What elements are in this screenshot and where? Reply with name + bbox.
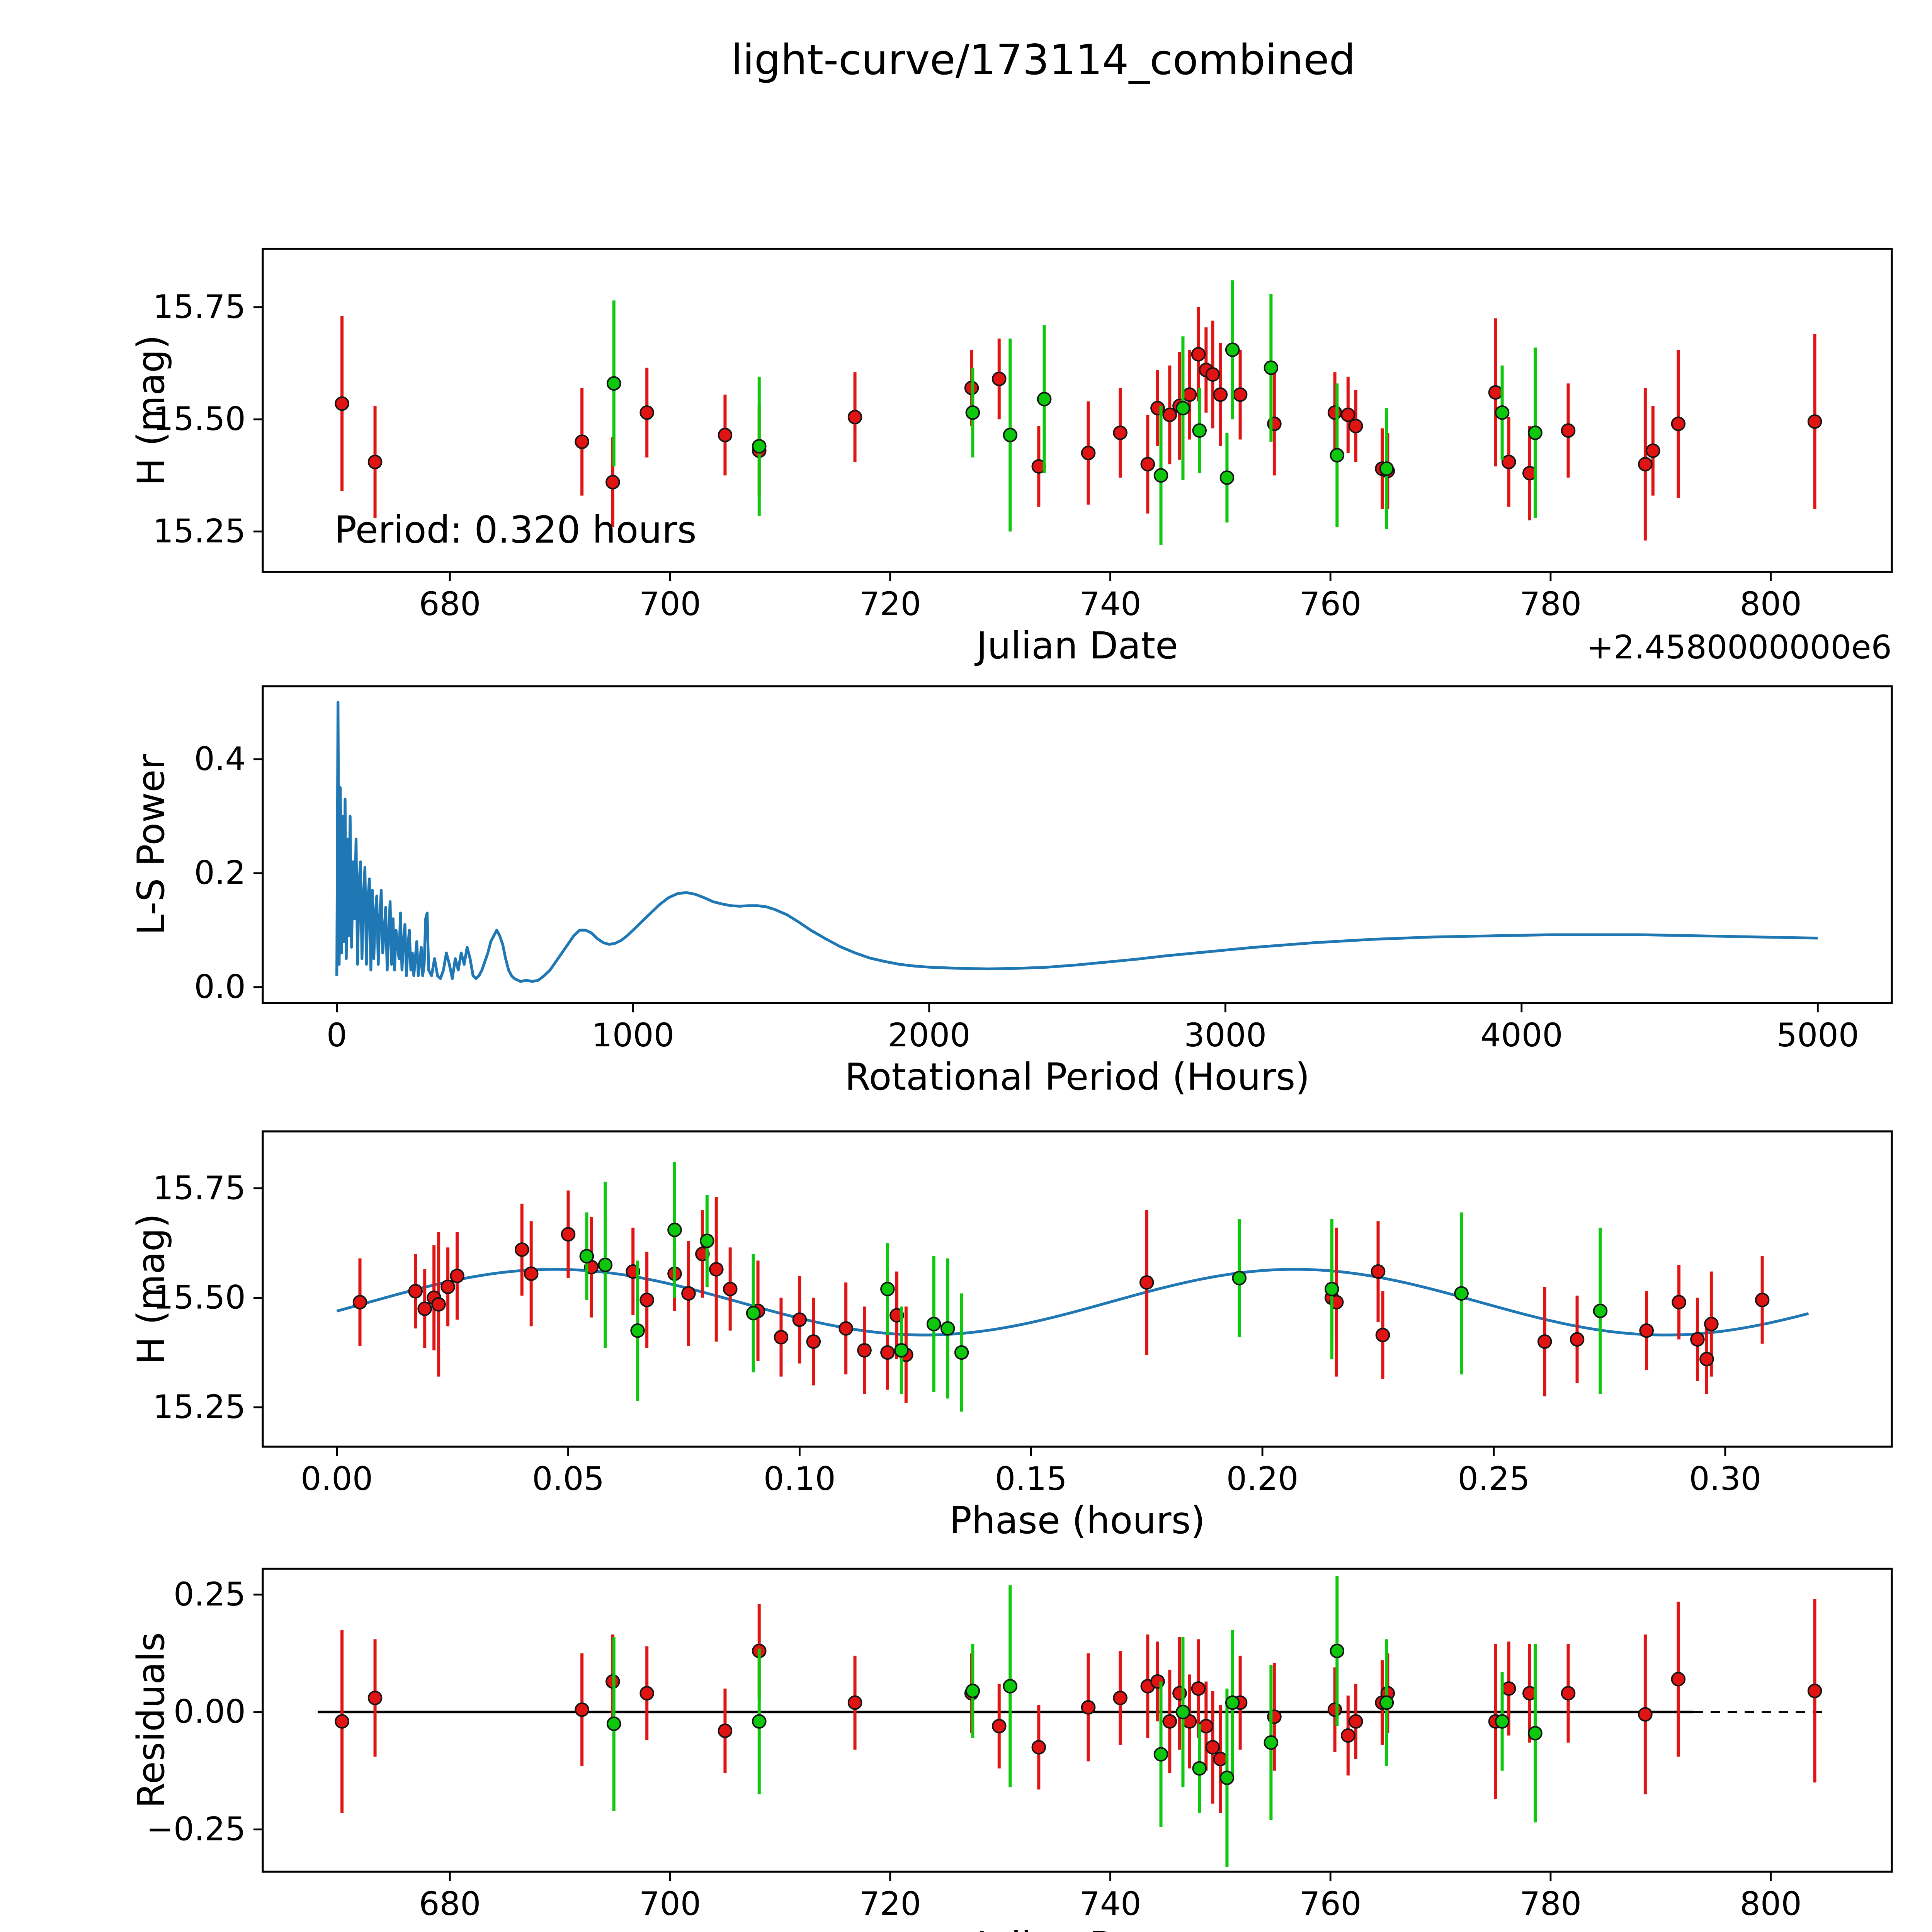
- svg-text:Rotational Period (Hours): Rotational Period (Hours): [845, 1055, 1310, 1099]
- svg-text:0.2: 0.2: [194, 854, 246, 892]
- svg-text:800: 800: [1740, 1885, 1801, 1923]
- svg-text:Residuals: Residuals: [129, 1632, 173, 1808]
- svg-text:720: 720: [859, 1885, 921, 1923]
- svg-text:680: 680: [419, 1885, 481, 1923]
- svg-text:+2.4580000000e6: +2.4580000000e6: [1587, 1928, 1892, 1932]
- svg-text:2000: 2000: [888, 1016, 971, 1054]
- svg-text:680: 680: [419, 585, 481, 623]
- svg-text:Period: 0.320 hours: Period: 0.320 hours: [334, 509, 696, 552]
- svg-text:Julian Date: Julian Date: [975, 624, 1178, 667]
- lightcurve-series-green-nights: [606, 280, 1543, 545]
- residuals-series-red-nights: [335, 1599, 1822, 1813]
- svg-text:0.05: 0.05: [532, 1460, 604, 1498]
- phase-fit-curve: [336, 1268, 1809, 1337]
- svg-text:Julian Date: Julian Date: [975, 1924, 1178, 1932]
- svg-text:15.75: 15.75: [153, 1169, 246, 1207]
- svg-text:15.25: 15.25: [153, 512, 246, 550]
- phase-series-red-nights: [352, 1190, 1770, 1403]
- phase-axes: 0.00 0.05 0.10 0.15 0.20 0.25 0.30 15.25 15.50 15…: [129, 1130, 1893, 1542]
- svg-text:740: 740: [1079, 585, 1141, 623]
- svg-text:5000: 5000: [1776, 1016, 1859, 1054]
- axes-frame: [262, 1568, 1893, 1873]
- svg-text:0.25: 0.25: [1458, 1460, 1530, 1498]
- svg-text:0.00: 0.00: [173, 1693, 246, 1731]
- svg-text:0.10: 0.10: [764, 1460, 836, 1498]
- svg-text:0.30: 0.30: [1689, 1460, 1761, 1498]
- svg-text:0.15: 0.15: [995, 1460, 1067, 1498]
- svg-text:0.00: 0.00: [301, 1460, 373, 1498]
- svg-text:780: 780: [1520, 1885, 1582, 1923]
- svg-text:800: 800: [1740, 585, 1801, 623]
- periodogram-line: [335, 701, 1818, 983]
- lightcurve-series-red-nights: [335, 307, 1822, 541]
- svg-text:+2.4580000000e6: +2.4580000000e6: [1587, 628, 1892, 666]
- svg-text:15.75: 15.75: [153, 288, 246, 326]
- svg-text:3000: 3000: [1184, 1016, 1267, 1054]
- svg-text:H (mag): H (mag): [129, 335, 173, 486]
- svg-text:740: 740: [1079, 1885, 1141, 1923]
- phase-series-green-nights: [579, 1162, 1608, 1412]
- svg-text:15.50: 15.50: [153, 400, 246, 438]
- axes-frame: [262, 248, 1893, 573]
- svg-text:780: 780: [1520, 585, 1582, 623]
- svg-text:760: 760: [1299, 1885, 1361, 1923]
- svg-text:700: 700: [639, 1885, 701, 1923]
- svg-text:0: 0: [327, 1016, 347, 1054]
- svg-text:1000: 1000: [592, 1016, 674, 1054]
- svg-text:L-S Power: L-S Power: [129, 754, 173, 935]
- svg-text:4000: 4000: [1480, 1016, 1563, 1054]
- periodogram-axes: 0 1000 2000 3000 4000 5000 0.0 0.2 0.4 Rotational…: [129, 685, 1893, 1099]
- svg-text:0.25: 0.25: [173, 1575, 246, 1613]
- svg-text:700: 700: [639, 585, 701, 623]
- axes-frame: [262, 685, 1893, 1004]
- svg-text:0.0: 0.0: [194, 968, 246, 1006]
- svg-text:15.25: 15.25: [153, 1388, 246, 1426]
- svg-text:760: 760: [1299, 585, 1361, 623]
- svg-text:−0.25: −0.25: [146, 1810, 246, 1848]
- figure-title: light-curve/173114_combined: [731, 37, 1356, 85]
- lightcurve-axes: 680 700 720 740 760 780 800 15.25 15.50 15.75 Juli…: [129, 248, 1893, 667]
- svg-text:0.20: 0.20: [1226, 1460, 1299, 1498]
- axes-frame: [262, 1130, 1893, 1448]
- svg-text:Phase (hours): Phase (hours): [949, 1499, 1205, 1542]
- svg-text:15.50: 15.50: [153, 1279, 246, 1316]
- residuals-series-green-nights: [606, 1576, 1543, 1867]
- svg-text:0.4: 0.4: [194, 740, 246, 778]
- svg-text:H (mag): H (mag): [129, 1214, 173, 1365]
- svg-text:720: 720: [859, 585, 921, 623]
- residuals-axes: 680 700 720 740 760 780 800 0.25 0.00 −0.25 Julian…: [129, 1568, 1893, 1932]
